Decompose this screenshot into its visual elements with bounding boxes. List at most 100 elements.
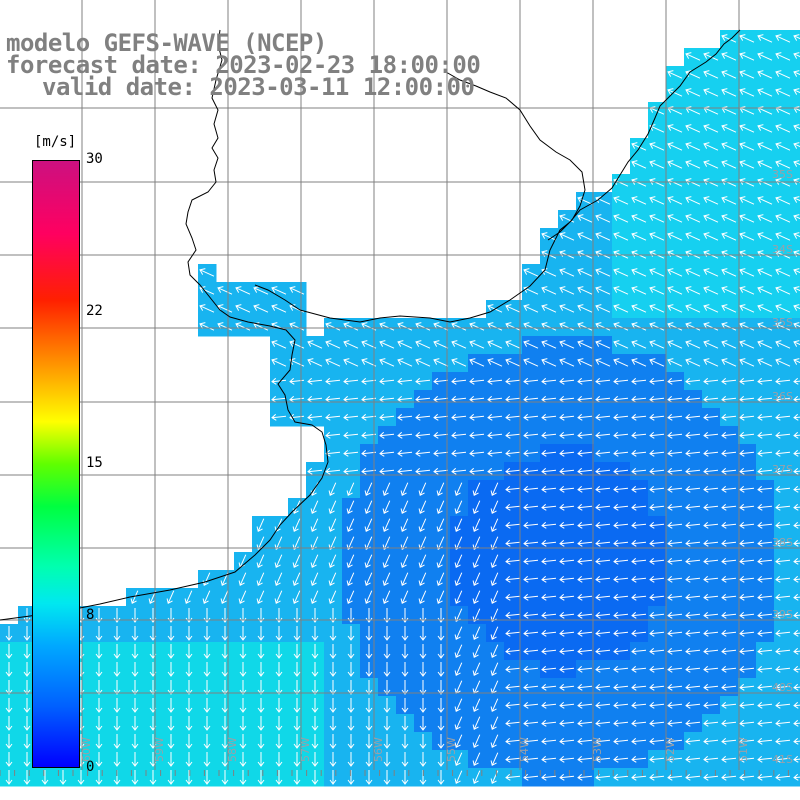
wind-arrow	[793, 377, 800, 385]
wind-arrow	[757, 773, 773, 781]
wind-arrow	[613, 539, 629, 547]
wind-arrow	[472, 662, 481, 677]
wind-arrow	[382, 554, 391, 569]
wind-arrow	[343, 322, 359, 331]
wind-arrow	[95, 734, 103, 749]
wind-arrow	[239, 734, 247, 749]
wind-arrow	[397, 449, 413, 457]
wind-arrow	[310, 590, 319, 605]
wind-arrow	[685, 737, 701, 745]
wind-arrow	[685, 683, 701, 691]
wind-arrow	[289, 377, 305, 385]
wind-arrow	[311, 644, 319, 659]
wind-arrow	[703, 286, 719, 295]
wind-arrow	[793, 124, 800, 131]
wind-arrow	[685, 467, 701, 475]
wind-arrow	[739, 503, 755, 511]
wind-arrow	[166, 590, 175, 605]
wind-arrow	[667, 232, 683, 241]
wind-arrow	[5, 698, 13, 713]
wind-arrow	[401, 698, 409, 713]
wind-arrow	[541, 304, 557, 313]
wind-arrow	[685, 755, 701, 763]
wind-arrow	[613, 629, 629, 637]
wind-arrow	[401, 662, 409, 677]
wind-arrow	[649, 322, 665, 331]
wind-arrow	[631, 485, 647, 493]
wind-arrow	[559, 575, 575, 583]
wind-arrow	[667, 286, 683, 295]
wind-arrow	[346, 518, 355, 533]
wind-arrow	[703, 413, 719, 421]
valid-date: valid date: 2023-03-11 12:00:00	[42, 73, 475, 101]
wind-arrow	[472, 626, 481, 641]
wind-arrow	[23, 680, 31, 695]
wind-arrow	[419, 734, 427, 749]
wind-arrow	[703, 755, 719, 763]
wind-arrow	[437, 734, 445, 749]
wind-arrow	[292, 590, 301, 605]
wind-arrow	[274, 590, 283, 605]
wind-arrow	[721, 467, 737, 475]
wind-arrow	[775, 629, 791, 637]
wind-arrow	[487, 431, 503, 439]
wind-arrow	[185, 698, 193, 713]
wind-arrow	[703, 304, 719, 313]
wind-arrow	[559, 719, 575, 727]
wind-arrow	[419, 644, 427, 659]
longitude-label: 56W	[372, 737, 385, 762]
wind-arrow	[649, 395, 665, 403]
wind-arrow	[347, 770, 355, 785]
wind-arrow	[505, 413, 521, 421]
wind-arrow	[311, 752, 319, 767]
wind-arrow	[649, 575, 665, 583]
longitude-label: 52W	[664, 737, 677, 762]
wind-arrow	[113, 644, 121, 659]
wind-arrow	[365, 680, 373, 695]
wind-arrow	[739, 160, 755, 169]
wind-arrow	[325, 395, 341, 403]
wind-arrow	[775, 557, 791, 565]
wind-arrow	[433, 377, 449, 385]
wind-arrow	[23, 626, 31, 641]
wind-arrow	[793, 232, 800, 239]
wind-arrow	[685, 377, 701, 385]
wind-arrow	[343, 358, 359, 367]
wind-arrow	[95, 644, 103, 659]
wind-arrow	[505, 322, 521, 331]
wind-arrow	[703, 737, 719, 745]
wind-arrow	[775, 88, 791, 97]
wind-arrow	[757, 413, 773, 421]
wind-arrow	[775, 142, 791, 151]
wind-arrow	[95, 770, 103, 785]
wind-arrow	[631, 377, 647, 385]
wind-arrow	[311, 734, 319, 749]
wind-arrow	[203, 644, 211, 659]
wind-arrow	[703, 773, 719, 781]
wind-arrow	[523, 683, 539, 691]
wind-arrow	[433, 340, 449, 349]
wind-arrow	[415, 449, 431, 457]
wind-arrow	[221, 698, 229, 713]
wind-arrow	[721, 737, 737, 745]
wind-arrow	[505, 503, 521, 511]
wind-arrow	[739, 395, 755, 403]
wind-arrow	[793, 178, 800, 185]
wind-arrow	[613, 719, 629, 727]
wind-arrow	[541, 467, 557, 475]
wind-arrow	[310, 500, 319, 515]
wind-arrow	[577, 593, 593, 601]
wind-arrow	[523, 737, 539, 745]
wind-arrow	[667, 214, 683, 223]
wind-arrow	[401, 644, 409, 659]
wind-arrow	[329, 662, 337, 677]
wind-arrow	[5, 752, 13, 767]
wind-arrow	[703, 485, 719, 493]
wind-arrow	[649, 449, 665, 457]
wind-arrow	[757, 340, 773, 349]
wind-arrow	[613, 773, 629, 781]
wind-arrow	[721, 629, 737, 637]
wind-arrow	[649, 503, 665, 511]
wind-arrow	[703, 340, 719, 349]
wind-arrow	[613, 665, 629, 673]
